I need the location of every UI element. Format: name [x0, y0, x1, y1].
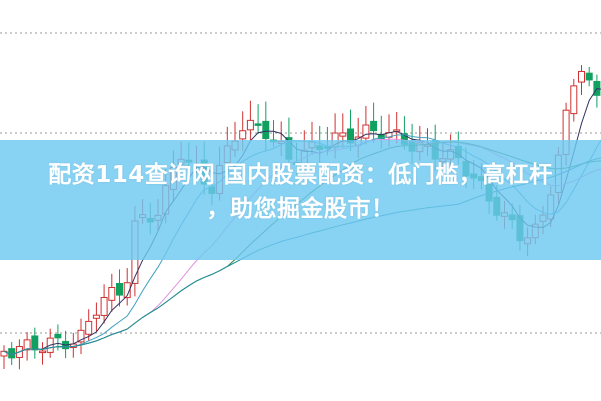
candle-up	[570, 85, 578, 115]
candle-down	[54, 333, 62, 339]
candle-up	[246, 119, 254, 131]
headline-line-1: 配资114查询网 国内股票配资：低门槛，高杠杆	[48, 162, 553, 188]
candle-down	[370, 120, 378, 132]
candle-down	[254, 123, 262, 126]
candle-down	[585, 72, 593, 81]
candle-up	[85, 320, 93, 335]
candle-down	[116, 283, 123, 296]
candle-up	[362, 124, 370, 139]
candle-up	[77, 329, 85, 343]
candle-up	[39, 350, 46, 354]
candle-up	[23, 339, 31, 351]
candle-up	[92, 314, 100, 319]
candle-down	[377, 133, 385, 140]
headline-banner	[0, 140, 601, 260]
candle-up	[123, 282, 131, 299]
candle-up	[239, 130, 247, 140]
candle-down	[31, 335, 39, 351]
headline: 配资114查询网 国内股票配资：低门槛，高杠杆 ，助您掘金股市！	[0, 158, 601, 226]
candle-up	[100, 296, 108, 316]
candle-up	[339, 132, 347, 137]
headline-line-2: ，助您掘金股市！	[206, 196, 395, 222]
candle-down	[262, 120, 270, 140]
candle-up	[578, 70, 585, 83]
candle-up	[108, 287, 116, 301]
